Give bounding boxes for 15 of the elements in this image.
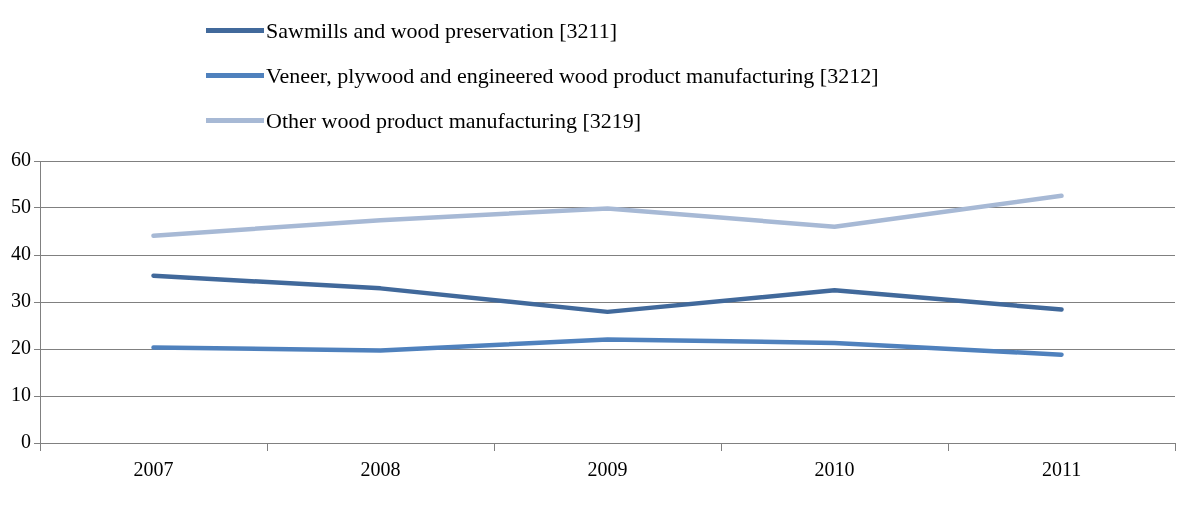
y-tick-label: 20 <box>11 336 31 359</box>
x-tick-label: 2010 <box>814 458 855 481</box>
x-tick-label: 2011 <box>1041 458 1082 481</box>
y-tick-label: 60 <box>11 148 31 171</box>
x-tick-label: 2007 <box>133 458 174 481</box>
y-tick-label: 40 <box>11 242 31 265</box>
x-tick-label: 2009 <box>587 458 628 481</box>
y-tick-label: 30 <box>11 289 31 312</box>
x-tick-label: 2008 <box>360 458 401 481</box>
y-tick-label: 50 <box>11 195 31 218</box>
y-tick-label: 10 <box>11 383 31 406</box>
y-tick-label: 0 <box>21 430 31 453</box>
legend-label: Other wood product manufacturing [3219] <box>266 107 642 134</box>
legend-label: Sawmills and wood preservation [3211] <box>266 17 618 44</box>
legend-label: Veneer, plywood and engineered wood product manufacturing [3212] <box>266 62 879 89</box>
